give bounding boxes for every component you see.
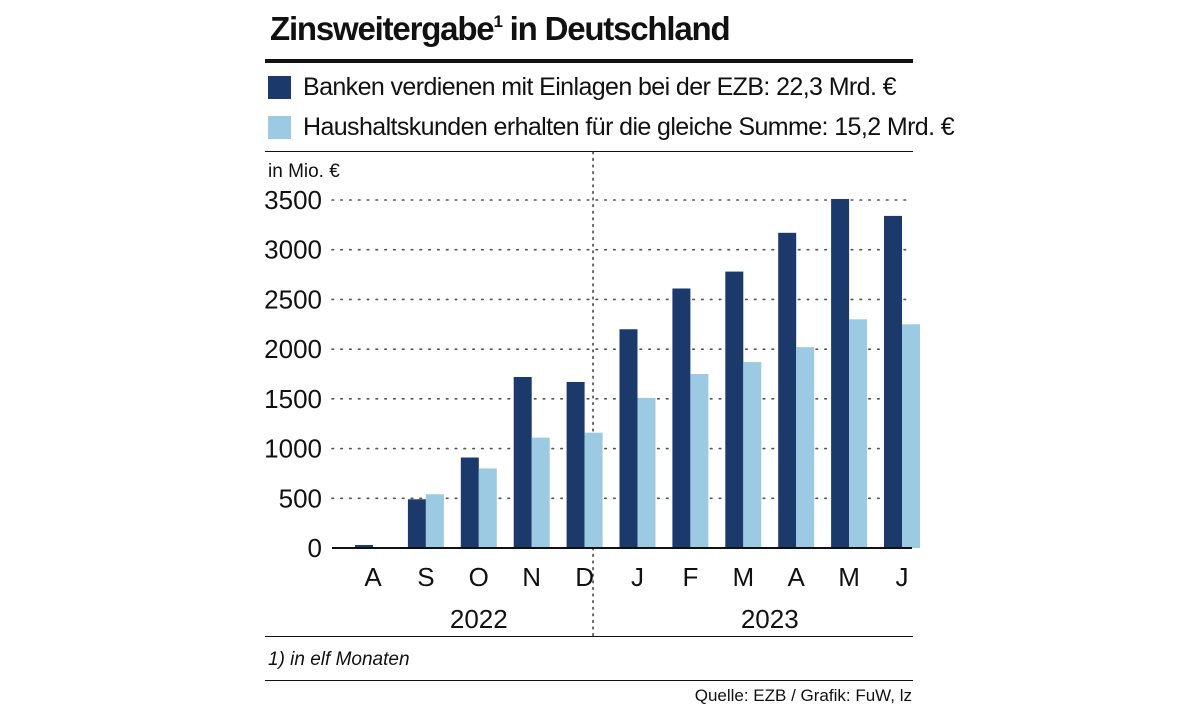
bar-banks-8 xyxy=(725,271,744,548)
bar-banks-1 xyxy=(355,545,373,548)
bar-banks-11 xyxy=(884,215,902,548)
bar-banks-3 xyxy=(460,457,479,548)
y-tick-label: 2500 xyxy=(264,284,322,314)
bar-banks-5 xyxy=(566,381,585,548)
legend-label-households: Haushaltskunden erhalten für die gleiche… xyxy=(303,112,955,141)
y-tick-label: 2000 xyxy=(264,334,322,364)
bar-households-11 xyxy=(902,324,920,548)
bar-households-6 xyxy=(637,397,656,548)
bar-banks-7 xyxy=(672,288,691,548)
x-tick-label: J xyxy=(896,562,909,592)
y-tick-label: 1500 xyxy=(264,384,322,414)
legend-item-households: Haushaltskunden erhalten für die gleiche… xyxy=(268,112,955,142)
bar-households-8 xyxy=(743,362,762,548)
bar-banks-4 xyxy=(513,376,532,548)
chart-title: Zinsweitergabe1 in Deutschland xyxy=(270,10,731,47)
legend-swatch-households xyxy=(268,115,291,139)
legend-label-banks: Banken verdienen mit Einlagen bei der EZ… xyxy=(303,72,897,101)
bar-households-3 xyxy=(478,468,497,548)
bar-households-4 xyxy=(531,437,550,548)
bar-banks-2 xyxy=(407,499,426,548)
x-tick-label: M xyxy=(838,562,860,592)
bar-households-9 xyxy=(796,347,815,548)
y-tick-label: 0 xyxy=(308,533,322,563)
legend-item-banks: Banken verdienen mit Einlagen bei der EZ… xyxy=(268,72,897,102)
title-rule xyxy=(265,59,913,63)
x-tick-label: A xyxy=(364,562,382,592)
x-tick-label: M xyxy=(732,562,754,592)
year-label-2022: 2022 xyxy=(450,604,508,634)
footnote-rule xyxy=(265,680,913,681)
x-tick-label: D xyxy=(575,562,594,592)
bar-banks-9 xyxy=(778,232,797,548)
y-tick-label: 1000 xyxy=(264,434,322,464)
y-tick-label: 3500 xyxy=(264,185,322,215)
chart-bottom-rule xyxy=(265,636,913,637)
legend-swatch-banks xyxy=(268,75,291,99)
x-tick-label: N xyxy=(522,562,541,592)
bar-households-5 xyxy=(584,432,603,548)
x-tick-label: A xyxy=(788,562,806,592)
year-label-2023: 2023 xyxy=(741,604,799,634)
x-tick-label: J xyxy=(631,562,644,592)
y-tick-label: 500 xyxy=(279,483,322,513)
bar-households-10 xyxy=(849,319,868,548)
x-tick-label: O xyxy=(469,562,489,592)
legend-divider xyxy=(265,151,913,152)
bar-banks-10 xyxy=(831,199,850,548)
bar-households-7 xyxy=(690,374,709,548)
y-tick-label: 3000 xyxy=(264,235,322,265)
bar-banks-6 xyxy=(619,329,638,548)
y-axis-unit-label: in Mio. € xyxy=(268,161,340,182)
x-tick-label: S xyxy=(417,562,434,592)
title-footnote-mark: 1 xyxy=(493,12,503,31)
bar-households-2 xyxy=(425,494,444,548)
x-tick-label: F xyxy=(682,562,698,592)
footnote: 1) in elf Monaten xyxy=(268,649,410,670)
source-credit: Quelle: EZB / Grafik: FuW, lz xyxy=(694,686,912,705)
